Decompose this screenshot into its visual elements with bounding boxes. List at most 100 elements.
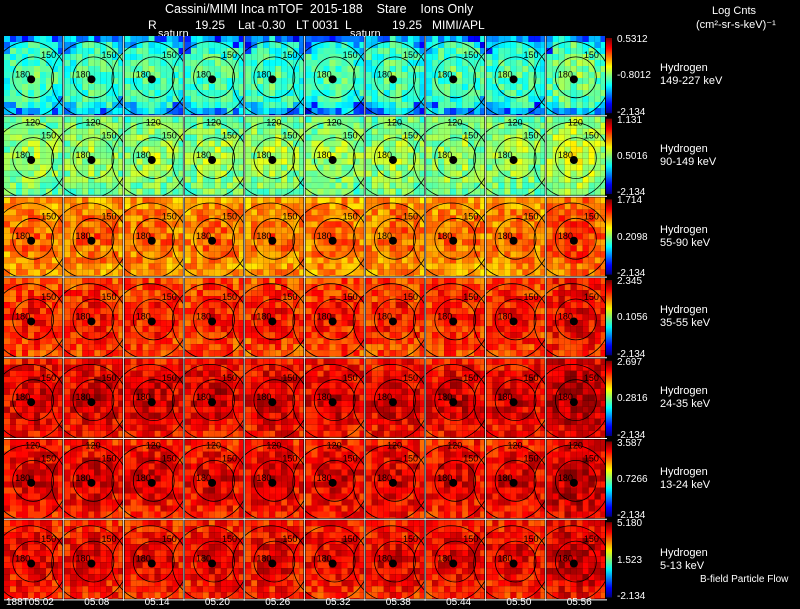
contour-label-150: 150	[463, 534, 478, 544]
contour-inner	[374, 379, 416, 422]
contour-label-150: 150	[403, 534, 418, 544]
contour-label-150: 150	[101, 454, 116, 464]
contour-inner	[313, 379, 356, 422]
panel-r3-c3: 180 150	[171, 278, 249, 360]
contour-label-150: 150	[403, 454, 418, 464]
contour-label-150: 150	[584, 292, 599, 302]
saturn-marker	[328, 398, 337, 407]
contour-label-180: 180	[558, 554, 573, 564]
saturn-marker	[509, 478, 518, 487]
contour-inner	[494, 137, 537, 179]
panel-r2-c3: 180 150	[171, 197, 249, 279]
contour-label-120: 120	[387, 441, 402, 451]
contour-label-120: 120	[85, 118, 100, 128]
contour-label-180: 180	[498, 231, 513, 241]
colorbar-mid: 1.523	[617, 554, 643, 566]
saturn-marker	[147, 75, 156, 84]
energy-range-label: 55-90 keV	[660, 236, 711, 249]
contour-label-180: 180	[75, 392, 90, 402]
saturn-marker	[509, 398, 518, 407]
saturn-marker	[268, 236, 277, 245]
time-tick-label: 05:20	[204, 597, 230, 608]
contour-label-180: 180	[75, 231, 90, 241]
contour-label-180: 180	[15, 69, 30, 79]
panel-r0-c7: 180 150	[413, 36, 490, 118]
panel-r4-c6: 180 150	[352, 358, 430, 441]
contour-label-150: 150	[524, 50, 539, 60]
contour-inner	[253, 217, 296, 260]
contour-inner	[132, 459, 175, 502]
panel-r2-c1: 180 150	[51, 197, 128, 279]
contour-label-120: 120	[206, 441, 221, 451]
colorbar-max: 2.697	[617, 356, 643, 368]
saturn-marker	[268, 398, 277, 407]
contour-label-150: 150	[343, 131, 358, 141]
panel-r6-c1: 180 150	[51, 520, 128, 602]
colorbar-r4	[606, 360, 612, 436]
saturn-marker	[569, 156, 578, 165]
contour-label-120: 120	[206, 118, 221, 128]
panel-r0-c5: 180 150	[292, 36, 369, 118]
contour-inner	[494, 56, 537, 99]
contour-inner	[313, 56, 356, 99]
panel-r6-c0: 180 150	[0, 520, 68, 602]
contour-label-180: 180	[136, 554, 151, 564]
saturn-marker	[147, 317, 156, 326]
saturn-marker	[509, 559, 518, 568]
time-tick-label: 05:38	[385, 597, 411, 608]
contour-label-120: 120	[266, 118, 281, 128]
contour-label-150: 150	[343, 534, 358, 544]
contour-inner	[132, 56, 175, 99]
contour-label-120: 120	[387, 118, 402, 128]
contour-inner	[132, 217, 175, 260]
contour-label-180: 180	[437, 473, 452, 483]
saturn-marker	[268, 559, 277, 568]
contour-label-150: 150	[524, 373, 539, 383]
contour-inner	[554, 217, 597, 260]
saturn-marker	[147, 398, 156, 407]
contour-label-150: 150	[524, 454, 539, 464]
contour-label-120: 120	[327, 118, 342, 128]
contour-label-150: 150	[343, 454, 358, 464]
panel-r4-c0: 180 150	[0, 358, 68, 441]
species-label: Hydrogen	[660, 143, 708, 156]
contour-label-180: 180	[377, 231, 392, 241]
contour-label-150: 150	[403, 373, 418, 383]
saturn-marker	[569, 317, 578, 326]
saturn-marker	[388, 156, 397, 165]
saturn-marker	[388, 317, 397, 326]
colorbar-mid: 0.2816	[617, 393, 648, 405]
saturn-marker	[87, 559, 96, 568]
contour-label-180: 180	[15, 231, 30, 241]
contour-label-180: 180	[196, 150, 211, 160]
contour-label-150: 150	[222, 211, 237, 221]
contour-label-150: 150	[584, 373, 599, 383]
lat-value: Lat -0.30	[238, 18, 286, 32]
contour-label-150: 150	[463, 373, 478, 383]
contour-inner	[132, 540, 175, 583]
contour-inner	[554, 379, 597, 422]
contour-inner	[313, 217, 356, 260]
contour-label-120: 120	[568, 441, 583, 451]
panel-r6-c8: 180 150	[473, 520, 550, 602]
contour-label-180: 180	[377, 311, 392, 321]
contour-label-180: 180	[196, 69, 211, 79]
saturn-marker	[328, 156, 337, 165]
contour-label-150: 150	[463, 454, 478, 464]
contour-label-180: 180	[196, 392, 211, 402]
contour-label-180: 180	[256, 231, 271, 241]
contour-label-150: 150	[41, 373, 56, 383]
contour-inner	[12, 298, 55, 341]
contour-label-180: 180	[437, 554, 452, 564]
contour-label-180: 180	[136, 311, 151, 321]
contour-label-150: 150	[403, 131, 418, 141]
contour-label-150: 150	[282, 534, 297, 544]
colorbar-mid: 0.5016	[617, 151, 648, 163]
contour-inner	[72, 459, 115, 502]
contour-label-120: 120	[85, 441, 100, 451]
units-title: Log Cnts	[712, 5, 757, 17]
